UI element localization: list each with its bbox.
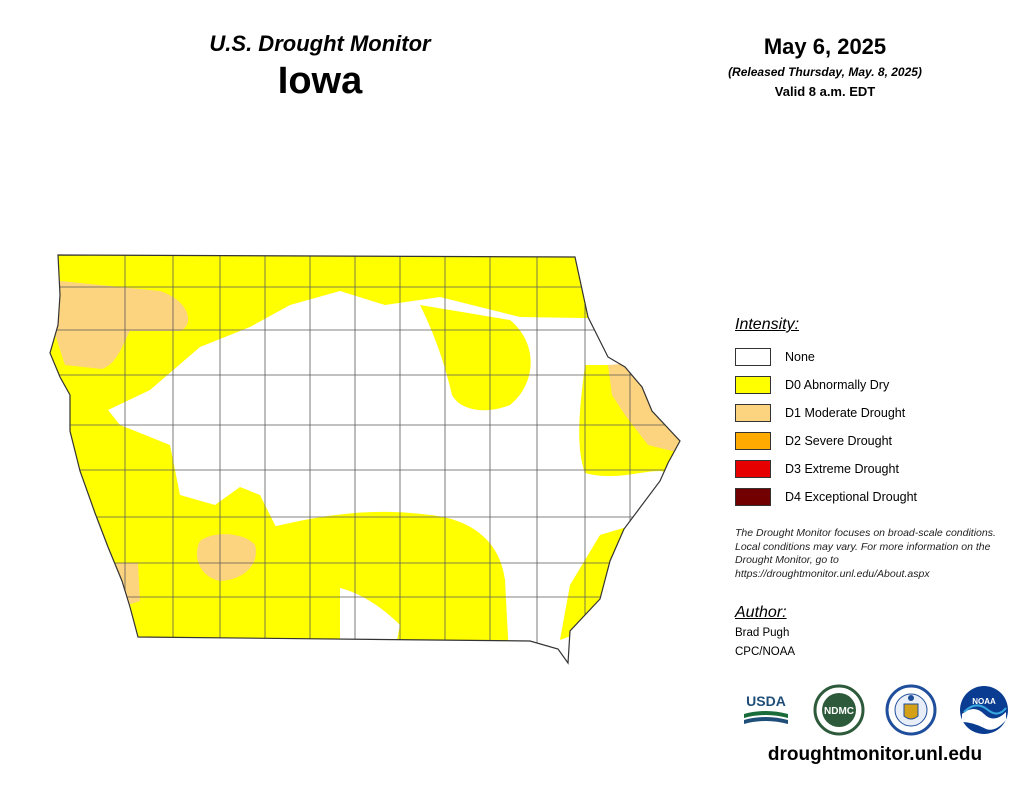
- release-date: (Released Thursday, May. 8, 2025): [728, 65, 922, 79]
- map-subtitle: U.S. Drought Monitor: [209, 31, 431, 56]
- legend-swatch-d0: [735, 376, 771, 394]
- legend: Intensity: None D0 Abnormally Dry D1 Mod…: [735, 315, 1015, 661]
- legend-item-d4: D4 Exceptional Drought: [735, 483, 1015, 511]
- legend-item-d3: D3 Extreme Drought: [735, 455, 1015, 483]
- legend-label-d2: D2 Severe Drought: [785, 434, 893, 448]
- d1-area-south-west: [196, 534, 256, 581]
- noaa-logo-text: NOAA: [972, 697, 996, 706]
- legend-item-d0: D0 Abnormally Dry: [735, 371, 1015, 399]
- author-org: CPC/NOAA: [735, 646, 796, 658]
- d0-area-north-east-lobe: [420, 305, 531, 411]
- legend-title: Intensity:: [735, 316, 800, 333]
- legend-swatch-d3: [735, 460, 771, 478]
- website-link[interactable]: droughtmonitor.unl.edu: [767, 744, 983, 765]
- legend-swatch-d4: [735, 488, 771, 506]
- iowa-drought-map: [49, 254, 681, 665]
- header-left: U.S. Drought Monitor Iowa: [140, 30, 500, 104]
- usda-logo-text: USDA: [746, 693, 786, 709]
- ndmc-logo-text: NDMC: [824, 706, 854, 717]
- legend-item-d1: D1 Moderate Drought: [735, 399, 1015, 427]
- d1-area-north-east: [608, 363, 680, 453]
- legend-list: None D0 Abnormally Dry D1 Moderate Droug…: [735, 343, 1015, 511]
- noaa-logo-icon[interactable]: NOAA: [958, 684, 1010, 736]
- partner-logos: USDA NDMC NOAA: [740, 684, 1010, 736]
- legend-swatch-d1: [735, 404, 771, 422]
- author-title: Author:: [735, 604, 787, 621]
- drought-areas: [50, 255, 680, 663]
- legend-label-d0: D0 Abnormally Dry: [785, 378, 890, 392]
- header-right: May 6, 2025 (Released Thursday, May. 8, …: [700, 34, 950, 101]
- valid-time: Valid 8 a.m. EDT: [774, 84, 876, 99]
- author-block: Author: Brad Pugh CPC/NOAA: [735, 603, 1015, 661]
- disclaimer-note: The Drought Monitor focuses on broad-sca…: [735, 527, 996, 580]
- usda-logo-icon[interactable]: USDA: [740, 684, 792, 736]
- legend-label-d3: D3 Extreme Drought: [785, 462, 899, 476]
- d0-area-south-central: [260, 511, 510, 663]
- state-outline: [49, 254, 681, 665]
- d1-area-far-south-west: [115, 563, 140, 605]
- ndmc-logo-icon[interactable]: NDMC: [813, 684, 865, 736]
- legend-swatch-d2: [735, 432, 771, 450]
- legend-item-none: None: [735, 343, 1015, 371]
- legend-label-d1: D1 Moderate Drought: [785, 406, 906, 420]
- legend-swatch-none: [735, 348, 771, 366]
- author-name: Brad Pugh: [735, 627, 790, 639]
- legend-label-none: None: [785, 350, 815, 364]
- legend-item-d2: D2 Severe Drought: [735, 427, 1015, 455]
- d1-area-north-west: [50, 280, 189, 369]
- map-date: May 6, 2025: [763, 34, 887, 59]
- legend-label-d4: D4 Exceptional Drought: [785, 490, 918, 504]
- doc-seal-logo-icon[interactable]: [885, 684, 937, 736]
- state-title: Iowa: [277, 60, 363, 102]
